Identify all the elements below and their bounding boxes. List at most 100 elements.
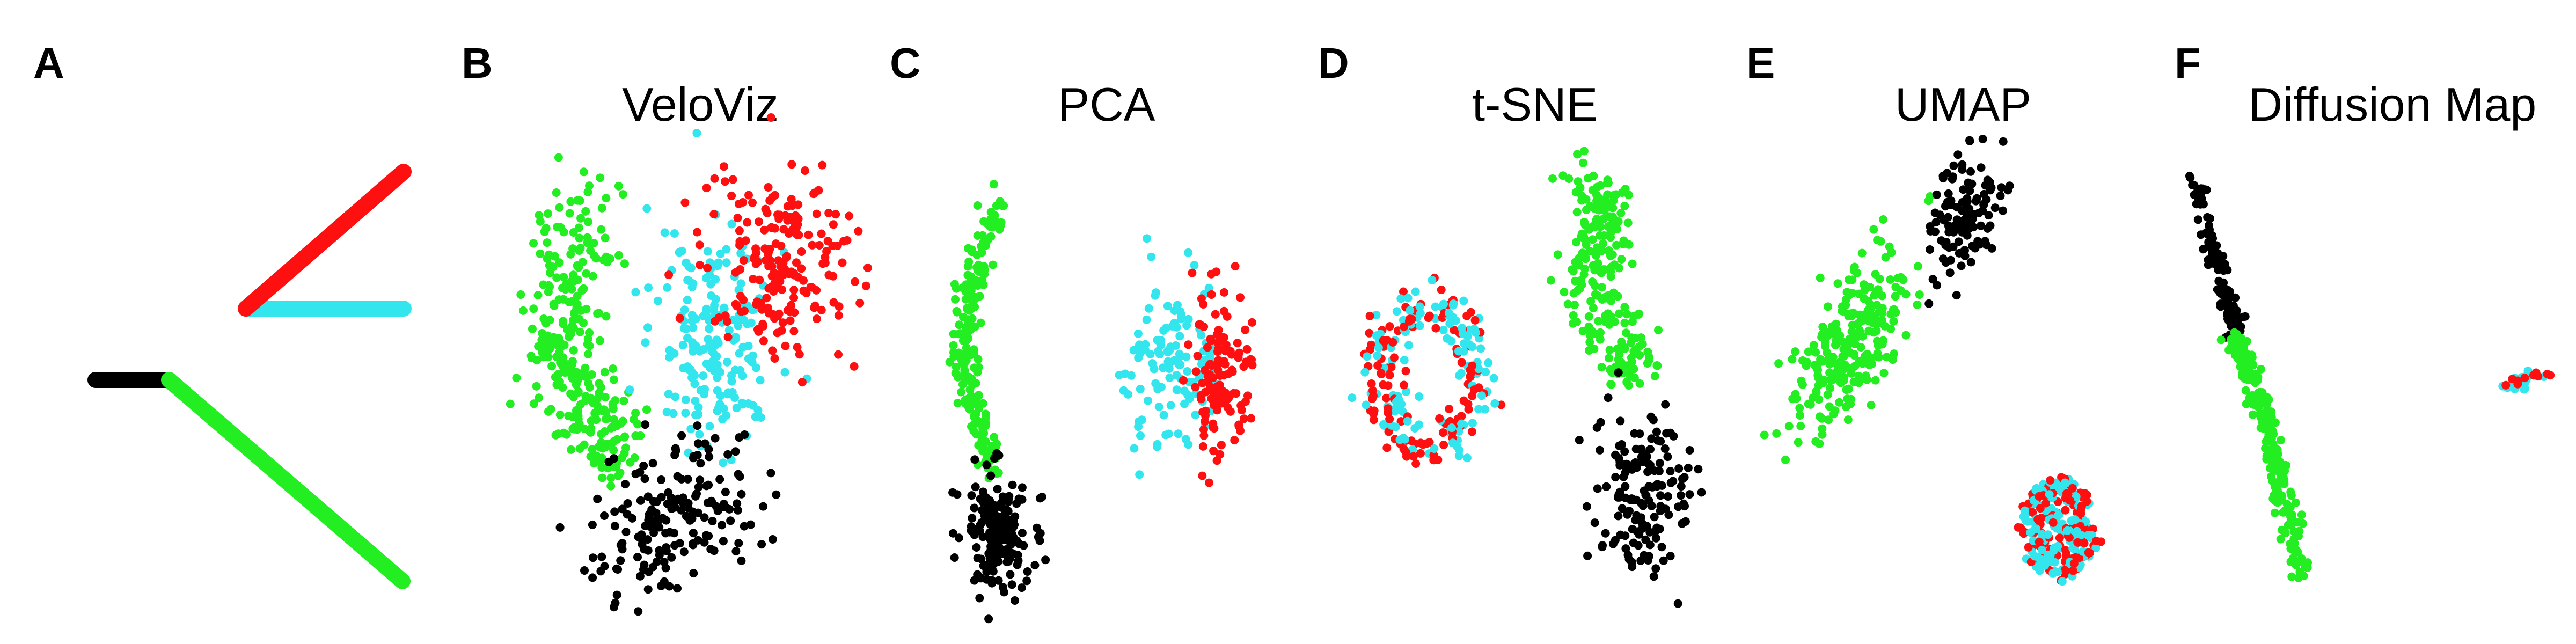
green-cell-point: [1587, 326, 1596, 335]
green-cell-point: [610, 415, 619, 424]
red-cell-point: [2069, 559, 2079, 568]
black-cell-point: [1646, 445, 1655, 454]
green-cell-point: [989, 180, 998, 189]
red-cell-point: [1201, 406, 1210, 415]
green-cell-point: [1834, 359, 1843, 368]
black-cell-point: [1615, 441, 1624, 450]
red-cell-point: [723, 333, 733, 341]
red-cell-point: [818, 160, 827, 170]
cyan-cell-point: [699, 371, 708, 380]
green-cell-point: [1620, 318, 1629, 327]
cyan-cell-point: [1154, 402, 1163, 411]
cyan-cell-point: [1181, 435, 1190, 444]
black-cell-point: [757, 540, 766, 549]
green-cell-point: [1616, 209, 1626, 218]
green-cell-point: [1570, 301, 1579, 310]
black-cell-point: [610, 522, 619, 531]
green-cell-point: [1585, 247, 1594, 255]
red-cell-point: [1204, 377, 1213, 385]
black-cell-point: [990, 501, 999, 510]
green-cell-point: [1926, 192, 1935, 201]
green-cell-point: [597, 463, 606, 472]
black-cell-point: [1975, 240, 1985, 249]
red-cell-point: [764, 183, 773, 192]
black-cell-point: [1952, 291, 1961, 300]
black-cell-point: [2188, 180, 2197, 189]
black-cell-point: [954, 533, 963, 543]
black-cell-point: [1593, 484, 1602, 493]
green-cell-point: [1598, 283, 1606, 292]
cyan-cell-point: [695, 430, 704, 439]
cyan-cell-point: [749, 401, 758, 410]
red-cell-point: [1466, 308, 1475, 317]
red-cell-point: [824, 209, 833, 217]
black-cell-point: [640, 474, 649, 484]
green-cell-point: [1794, 438, 1803, 447]
black-cell-point: [687, 514, 697, 523]
black-cell-point: [998, 492, 1007, 501]
black-cell-point: [1037, 492, 1046, 501]
green-cell-point: [1615, 309, 1624, 318]
cyan-cell-point: [727, 377, 736, 386]
black-cell-point: [708, 499, 717, 508]
cyan-cell-point: [678, 341, 687, 350]
red-cell-point: [1209, 447, 1218, 456]
red-cell-point: [821, 253, 830, 262]
black-cell-point: [1652, 523, 1662, 532]
black-cell-point: [657, 475, 666, 484]
black-cell-point: [1949, 161, 1958, 170]
black-cell-point: [1931, 218, 1941, 227]
black-cell-point: [2205, 225, 2214, 234]
cyan-cell-point: [1135, 470, 1144, 479]
green-cell-point: [1572, 208, 1582, 217]
green-cell-point: [602, 312, 611, 321]
black-cell-point: [1984, 211, 1993, 220]
cyan-cell-point: [712, 335, 721, 345]
panel-c-pca-embedding: [945, 180, 1257, 624]
black-cell-point: [628, 514, 637, 523]
red-cell-point: [779, 225, 788, 234]
red-cell-point: [728, 175, 737, 184]
cyan-cell-point: [713, 261, 722, 270]
red-cell-point: [1467, 427, 1476, 436]
green-cell-point: [1620, 303, 1629, 312]
green-cell-point: [1635, 379, 1644, 388]
red-cell-point: [2084, 548, 2093, 557]
green-cell-point: [541, 319, 551, 328]
red-cell-point: [1198, 442, 1208, 451]
black-cell-point: [2186, 173, 2195, 182]
red-cell-point: [845, 211, 854, 221]
black-cell-point: [1972, 194, 1981, 203]
cyan-cell-point: [2058, 577, 2067, 586]
green-cell-point: [585, 383, 594, 392]
black-cell-point: [1008, 480, 1017, 489]
green-cell-point: [2288, 510, 2297, 519]
green-cell-point: [596, 336, 604, 345]
black-cell-point: [992, 552, 1001, 561]
red-cell-point: [2531, 368, 2541, 377]
red-cell-point: [2097, 537, 2105, 546]
black-cell-point: [2204, 255, 2213, 265]
black-cell-point: [1958, 206, 1967, 215]
green-cell-point: [512, 374, 521, 383]
green-cell-point: [1586, 297, 1596, 306]
green-cell-point: [1618, 239, 1627, 248]
green-cell-point: [963, 346, 972, 355]
cyan-cell-point: [1392, 422, 1400, 431]
red-cell-point: [1416, 449, 1425, 458]
red-cell-point: [854, 226, 863, 236]
green-cell-point: [1622, 328, 1630, 338]
green-cell-point: [1871, 376, 1880, 385]
red-cell-point: [779, 270, 788, 279]
black-cell-point: [721, 503, 730, 511]
green-cell-point: [532, 382, 541, 391]
red-cell-point: [2080, 539, 2089, 548]
panel-title-f: Diffusion Map: [2249, 78, 2536, 131]
green-cell-point: [581, 372, 590, 381]
black-cell-point: [967, 491, 976, 500]
red-cell-point: [2027, 508, 2036, 516]
black-cell-point: [1674, 464, 1684, 473]
green-cell-point: [2273, 491, 2282, 500]
green-cell-point: [560, 340, 569, 349]
green-cell-point: [1816, 355, 1825, 364]
